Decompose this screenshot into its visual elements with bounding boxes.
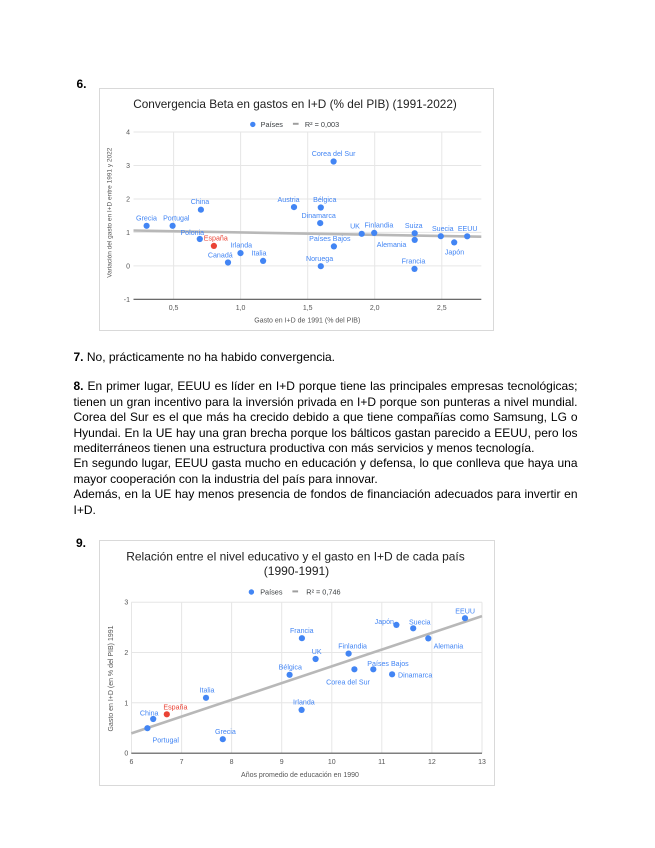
svg-text:13: 13 xyxy=(478,759,486,766)
svg-text:Japón: Japón xyxy=(375,618,394,626)
svg-text:0: 0 xyxy=(124,751,128,758)
svg-text:EEUU: EEUU xyxy=(455,608,475,616)
svg-text:Países: Países xyxy=(261,120,284,129)
svg-text:1: 1 xyxy=(126,230,130,237)
svg-text:Suecia: Suecia xyxy=(409,619,431,627)
svg-text:Variación del gasto en I+D ent: Variación del gasto en I+D entre 1991 y … xyxy=(106,147,113,278)
svg-text:(1990-1991): (1990-1991) xyxy=(264,564,329,578)
svg-text:Suecia: Suecia xyxy=(432,225,454,233)
svg-text:R² = 0,746: R² = 0,746 xyxy=(306,588,340,597)
svg-text:7: 7 xyxy=(180,759,184,766)
svg-text:Grecia: Grecia xyxy=(215,728,236,736)
svg-text:Irlanda: Irlanda xyxy=(293,699,315,707)
svg-text:Italia: Italia xyxy=(200,687,215,695)
svg-text:UK: UK xyxy=(350,222,360,230)
svg-text:España: España xyxy=(204,234,228,242)
svg-text:Canadá: Canadá xyxy=(208,251,233,259)
svg-text:Corea del Sur: Corea del Sur xyxy=(312,150,356,158)
svg-text:Países Bajos: Países Bajos xyxy=(309,235,351,243)
svg-text:Suiza: Suiza xyxy=(405,222,423,230)
svg-text:UK: UK xyxy=(312,648,322,656)
svg-text:1,5: 1,5 xyxy=(303,304,313,311)
svg-text:Portugal: Portugal xyxy=(163,214,190,222)
svg-text:Dinamarca: Dinamarca xyxy=(398,672,432,680)
svg-text:3: 3 xyxy=(126,163,130,170)
svg-text:3: 3 xyxy=(124,600,128,607)
svg-text:Bélgica: Bélgica xyxy=(279,664,302,672)
svg-text:Alemania: Alemania xyxy=(434,643,464,651)
svg-text:1: 1 xyxy=(124,701,128,708)
svg-text:6: 6 xyxy=(130,759,134,766)
svg-text:Austria: Austria xyxy=(278,195,300,203)
svg-text:10: 10 xyxy=(328,759,336,766)
svg-text:Países Bajos: Países Bajos xyxy=(367,660,409,668)
svg-text:China: China xyxy=(191,198,210,206)
svg-text:Polonia: Polonia xyxy=(180,228,204,236)
svg-text:Finlandia: Finlandia xyxy=(338,643,367,651)
svg-text:Francia: Francia xyxy=(290,627,314,635)
svg-text:Países: Países xyxy=(260,588,283,597)
svg-text:0,5: 0,5 xyxy=(169,304,179,311)
svg-text:Grecia: Grecia xyxy=(136,214,157,222)
svg-text:EEUU: EEUU xyxy=(458,225,478,233)
svg-text:Gasto en I+D (en % del PIB) 19: Gasto en I+D (en % del PIB) 1991 xyxy=(108,626,115,732)
svg-text:2,5: 2,5 xyxy=(437,304,447,311)
svg-text:Bélgica: Bélgica xyxy=(313,196,336,204)
svg-text:Noruega: Noruega xyxy=(306,254,333,262)
svg-text:Francia: Francia xyxy=(402,257,426,265)
svg-text:11: 11 xyxy=(378,759,385,766)
svg-text:0: 0 xyxy=(126,263,130,270)
svg-text:Irlanda: Irlanda xyxy=(230,241,252,249)
svg-text:1,0: 1,0 xyxy=(236,304,246,311)
svg-text:2: 2 xyxy=(126,196,130,203)
svg-text:China: China xyxy=(140,710,159,718)
svg-text:-1: -1 xyxy=(124,296,130,303)
svg-text:Gasto en I+D de 1991 (% del PI: Gasto en I+D de 1991 (% del PIB) xyxy=(254,317,360,324)
svg-text:Años promedio de educación en: Años promedio de educación en 1990 xyxy=(241,772,359,779)
svg-text:Japón: Japón xyxy=(445,248,464,256)
svg-text:2: 2 xyxy=(124,650,128,657)
svg-text:España: España xyxy=(163,704,187,712)
svg-text:Italia: Italia xyxy=(252,249,267,257)
svg-text:12: 12 xyxy=(428,759,436,766)
svg-text:Finlandia: Finlandia xyxy=(365,221,394,229)
svg-text:8: 8 xyxy=(230,759,234,766)
svg-text:9: 9 xyxy=(280,759,284,766)
svg-text:R² = 0,003: R² = 0,003 xyxy=(305,120,339,129)
svg-text:Corea del Sur: Corea del Sur xyxy=(326,679,370,687)
svg-text:Relación entre el nivel educat: Relación entre el nivel educativo y el g… xyxy=(126,550,465,564)
svg-text:4: 4 xyxy=(126,129,130,136)
svg-text:Portugal: Portugal xyxy=(152,737,179,745)
svg-text:Alemania: Alemania xyxy=(377,241,407,249)
svg-text:2,0: 2,0 xyxy=(370,304,380,311)
svg-text:Convergencia Beta en gastos en: Convergencia Beta en gastos en I+D (% de… xyxy=(133,97,457,111)
svg-text:Dinamarca: Dinamarca xyxy=(302,211,336,219)
